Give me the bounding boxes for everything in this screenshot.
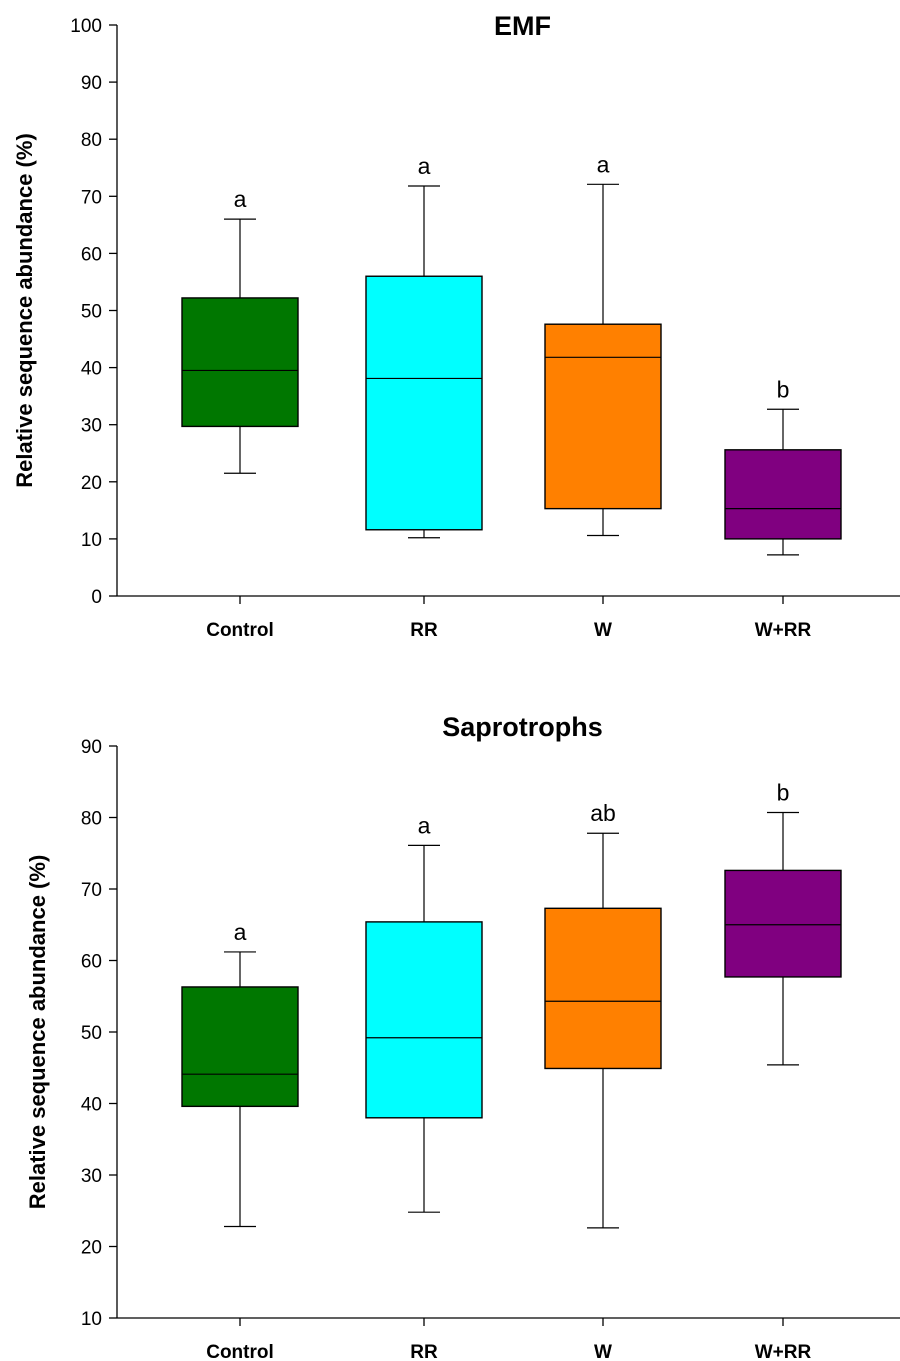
y-tick-label: 100	[70, 16, 102, 37]
x-tick-label: W	[594, 620, 612, 641]
box-w	[544, 907, 662, 1070]
y-tick-label: 10	[81, 530, 102, 551]
y-tick-label: 90	[81, 737, 102, 758]
box-control	[181, 986, 299, 1108]
y-tick-label: 20	[81, 1238, 102, 1259]
x-tick-label: RR	[410, 620, 438, 641]
significance-letter: b	[777, 376, 790, 402]
box-w-plus-rr	[724, 449, 842, 540]
x-tick-label: W+RR	[755, 1342, 812, 1361]
chart-panel-2: Saprotrophs Relative sequence abundance (…	[25, 712, 900, 1361]
y-tick-label: 80	[81, 809, 102, 830]
x-tick-label: W+RR	[755, 620, 812, 641]
box-w	[544, 323, 662, 510]
x-tick-label: W	[594, 1342, 612, 1361]
y-tick-label: 50	[81, 302, 102, 323]
box-rr	[365, 921, 483, 1119]
y-tick-label: 20	[81, 473, 102, 494]
x-tick-label: RR	[410, 1342, 438, 1361]
significance-letter: a	[234, 919, 247, 945]
significance-letter: b	[777, 779, 790, 805]
box-rr	[365, 275, 483, 531]
y-tick-label: 10	[81, 1309, 102, 1330]
x-tick-label: Control	[206, 1342, 274, 1361]
y-tick-label: 40	[81, 359, 102, 380]
significance-letter: a	[418, 153, 431, 179]
box-control	[181, 297, 299, 428]
y-tick-label: 30	[81, 1166, 102, 1187]
y-axis-label: Relative sequence abundance (%)	[25, 855, 50, 1210]
chart-panel-1: EMF Relative sequence abundance (%) 0 10 20 3…	[12, 11, 900, 641]
significance-letter: ab	[590, 800, 616, 826]
chart-title: EMF	[494, 11, 551, 41]
y-tick-label: 40	[81, 1095, 102, 1116]
x-tick-label: Control	[206, 620, 274, 641]
y-tick-label: 60	[81, 952, 102, 973]
y-axis-label: Relative sequence abundance (%)	[12, 133, 37, 488]
y-tick-label: 60	[81, 244, 102, 265]
significance-letter: a	[597, 151, 610, 177]
y-tick-label: 30	[81, 416, 102, 437]
chart-title: Saprotrophs	[442, 712, 603, 742]
y-tick-label: 80	[81, 130, 102, 151]
significance-letter: a	[234, 186, 247, 212]
box-w-plus-rr	[724, 869, 842, 978]
y-tick-label: 70	[81, 187, 102, 208]
y-tick-label: 50	[81, 1023, 102, 1044]
significance-letter: a	[418, 812, 431, 838]
y-tick-label: 70	[81, 880, 102, 901]
y-tick-label: 90	[81, 73, 102, 94]
y-tick-label: 0	[91, 587, 102, 608]
